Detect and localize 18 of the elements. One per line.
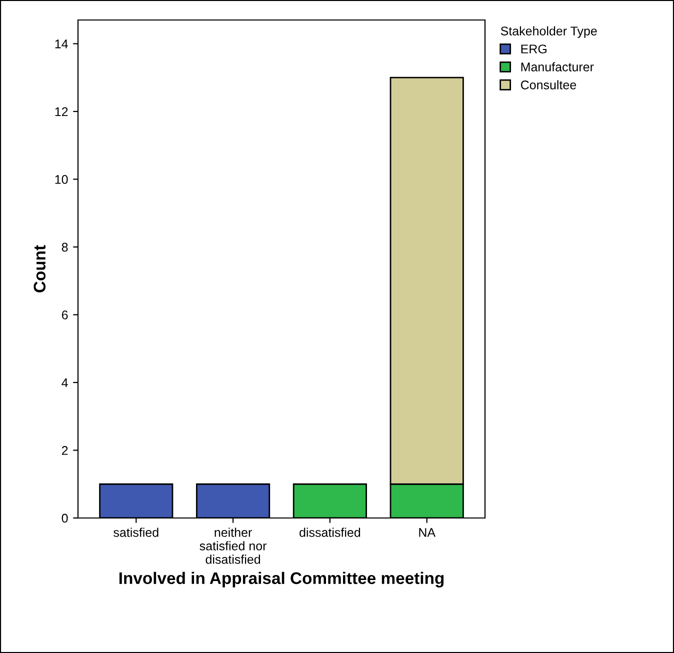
legend-label: ERG [521, 44, 546, 54]
legend-label: Manufacturer [521, 62, 594, 72]
x-tick-label: dissatisfied [300, 528, 360, 537]
x-tick-label: NA [419, 528, 436, 537]
legend-title: Stakeholder Type [500, 26, 597, 38]
y-tick-label: 2 [62, 446, 68, 455]
x-tick-label: neither satisfied nor disatisfied [200, 528, 267, 564]
y-tick-label: 4 [62, 378, 68, 388]
x-tick-label: satisfied [114, 528, 158, 537]
y-axis-title: Count [34, 245, 46, 292]
y-tick-label: 10 [55, 175, 68, 184]
y-tick-label: 12 [55, 107, 68, 116]
legend-label: Consultee [520, 80, 576, 90]
y-tick-label: 8 [62, 242, 68, 252]
y-tick-label: 0 [62, 514, 68, 523]
y-tick-label: 14 [55, 40, 68, 48]
y-tick-label: 6 [62, 310, 68, 320]
x-axis-title: Involved in Appraisal Committee meeting [119, 572, 444, 588]
